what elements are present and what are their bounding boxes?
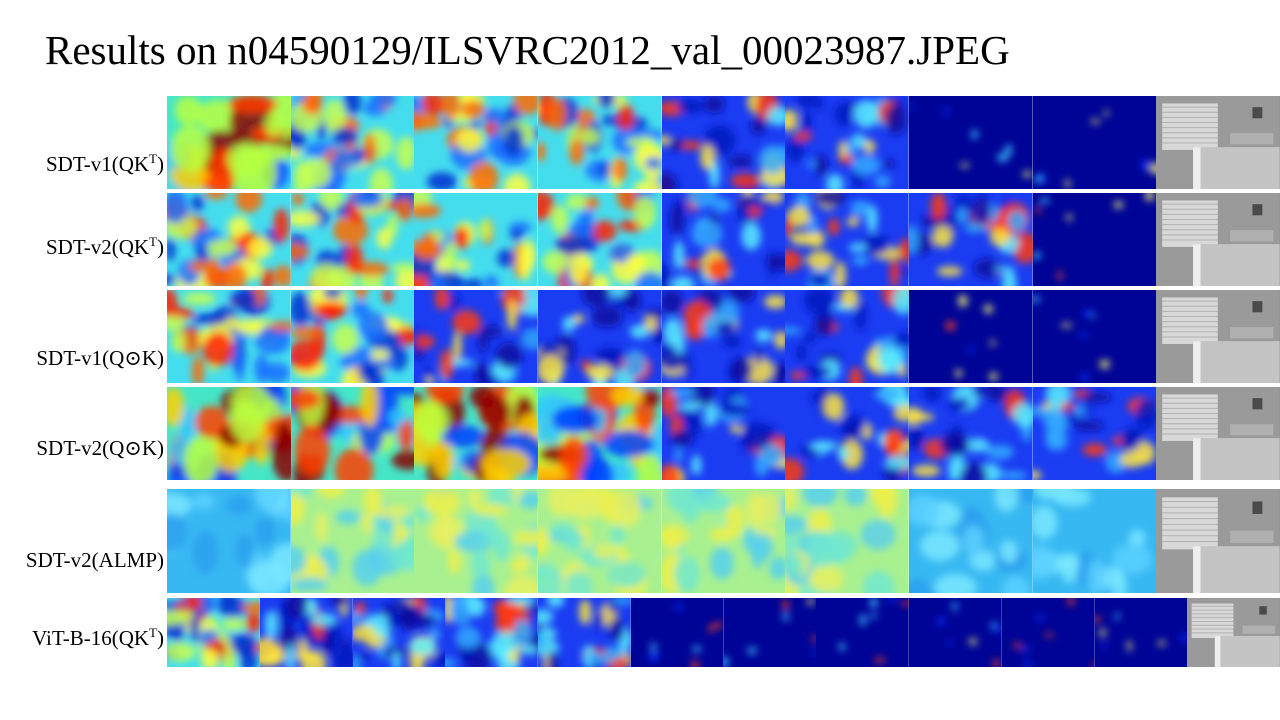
attention-heatmap [785, 193, 909, 286]
row-label: SDT-v2(QKT) [4, 229, 164, 260]
attention-heatmap [290, 290, 415, 383]
attention-heatmap [1094, 598, 1188, 667]
attention-heatmap [661, 290, 786, 383]
attention-heatmap [167, 290, 291, 383]
attention-heatmap [1032, 290, 1157, 383]
attention-heatmap [352, 598, 446, 667]
row-label-main: SDT-v1(QK [45, 152, 150, 176]
heatmap-strip [167, 598, 1280, 667]
source-image [1156, 290, 1280, 383]
heatmap-strip [167, 387, 1280, 480]
row-label-end: ) [157, 626, 164, 650]
row-label: SDT-v1(QKT) [4, 146, 164, 177]
row-label-main: SDT-v2(ALMP) [25, 548, 164, 572]
attention-heatmap [909, 598, 1002, 667]
row-label-end: ) [157, 235, 164, 259]
attention-heatmap [1001, 598, 1095, 667]
attention-heatmap [785, 489, 909, 593]
attention-heatmap [1032, 193, 1157, 286]
attention-heatmap [414, 387, 538, 480]
attention-heatmap [816, 598, 909, 667]
attention-heatmap [908, 489, 1033, 593]
row-label-main: SDT-v1(Q⊙K) [36, 346, 164, 370]
attention-heatmap [167, 598, 260, 667]
row-label-sup: T [149, 234, 157, 249]
source-image [1187, 598, 1280, 667]
attention-heatmap [661, 489, 786, 593]
attention-heatmap [167, 489, 291, 593]
attention-heatmap [908, 96, 1033, 189]
attention-heatmap [908, 387, 1033, 480]
row-label-end: ) [157, 152, 164, 176]
row-label-sup: T [149, 625, 157, 640]
row-vit-b-16-qkt: ViT-B-16(QKT) [0, 598, 1280, 667]
attention-heatmap [630, 598, 724, 667]
source-image [1156, 489, 1280, 593]
attention-heatmap [290, 96, 415, 189]
attention-heatmap [537, 96, 662, 189]
attention-heatmap [414, 193, 538, 286]
attention-heatmap [661, 193, 786, 286]
row-label-main: SDT-v2(QK [45, 235, 150, 259]
attention-heatmap [537, 489, 662, 593]
row-label-sup: T [149, 151, 157, 166]
row-sdt-v1-qk: SDT-v1(Q⊙K) [0, 290, 1280, 383]
heatmap-strip [167, 96, 1280, 189]
row-label-main: ViT-B-16(QK [32, 626, 150, 650]
attention-heatmap [167, 387, 291, 480]
attention-heatmap [908, 193, 1033, 286]
source-image [1156, 96, 1280, 189]
attention-heatmap [785, 96, 909, 189]
row-sdt-v1-qkt: SDT-v1(QKT) [0, 96, 1280, 189]
attention-heatmap [259, 598, 353, 667]
attention-heatmap [661, 96, 786, 189]
page-title: Results on n04590129/ILSVRC2012_val_0002… [45, 27, 1010, 73]
row-label-main: SDT-v2(Q⊙K) [36, 436, 164, 460]
attention-heatmap [414, 489, 538, 593]
source-image [1156, 193, 1280, 286]
row-label: SDT-v1(Q⊙K) [4, 345, 164, 371]
attention-heatmap [1032, 489, 1157, 593]
attention-heatmap [537, 290, 662, 383]
attention-heatmap [1032, 387, 1157, 480]
attention-heatmap [537, 193, 662, 286]
row-label: SDT-v2(ALMP) [4, 547, 164, 573]
attention-heatmap [785, 387, 909, 480]
attention-heatmap [538, 598, 631, 667]
attention-heatmap [290, 193, 415, 286]
attention-heatmap [661, 387, 786, 480]
attention-heatmap [537, 387, 662, 480]
heatmap-strip [167, 489, 1280, 593]
attention-heatmap [908, 290, 1033, 383]
heatmap-strip [167, 290, 1280, 383]
row-sdt-v2-almp: SDT-v2(ALMP) [0, 489, 1280, 593]
row-label: SDT-v2(Q⊙K) [4, 435, 164, 461]
row-label: ViT-B-16(QKT) [4, 620, 164, 651]
row-sdt-v2-qk: SDT-v2(Q⊙K) [0, 387, 1280, 480]
attention-heatmap [414, 96, 538, 189]
attention-heatmap [290, 489, 415, 593]
attention-heatmap [723, 598, 817, 667]
attention-heatmap [785, 290, 909, 383]
source-image [1156, 387, 1280, 480]
attention-heatmap [167, 96, 291, 189]
attention-heatmap [414, 290, 538, 383]
heatmap-strip [167, 193, 1280, 286]
attention-heatmap [167, 193, 291, 286]
attention-heatmap [1032, 96, 1157, 189]
attention-heatmap [290, 387, 415, 480]
attention-heatmap [445, 598, 538, 667]
row-sdt-v2-qkt: SDT-v2(QKT) [0, 193, 1280, 286]
